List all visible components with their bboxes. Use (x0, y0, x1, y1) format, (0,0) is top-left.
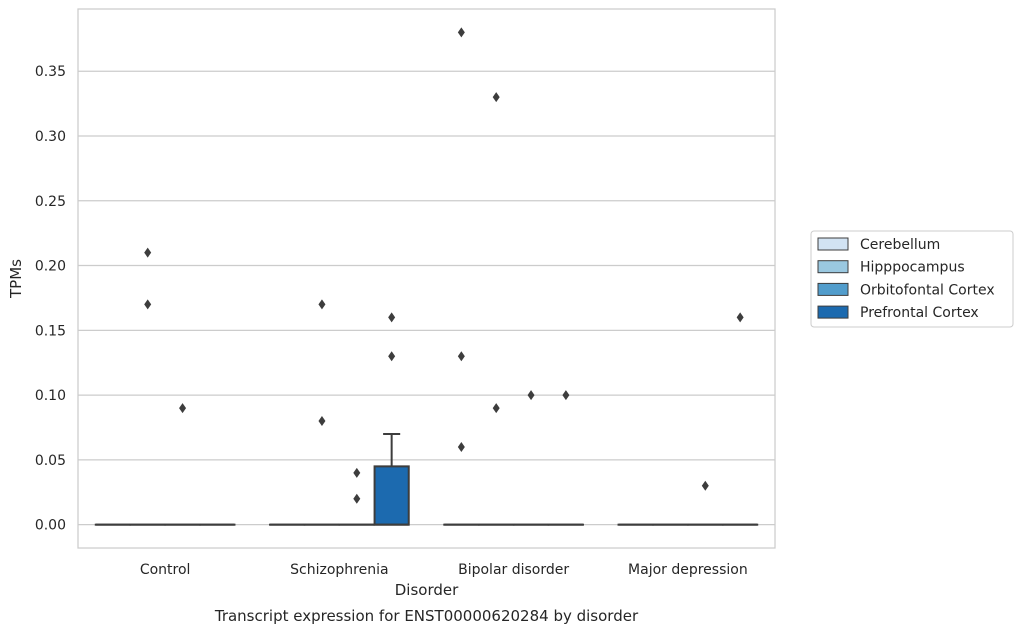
outlier-point (318, 299, 326, 310)
legend-label: Prefrontal Cortex (860, 305, 979, 321)
boxes (94, 432, 759, 526)
y-tick-label: 0.05 (35, 453, 66, 469)
plot-background (78, 9, 775, 548)
legend-frame (810, 230, 1014, 328)
y-tick-label: 0.25 (35, 194, 66, 210)
outlier-point (144, 299, 152, 310)
y-tick-label: 0.35 (35, 64, 66, 80)
legend-label: Hipppocampus (860, 260, 965, 276)
legend-swatch (817, 260, 849, 274)
outlier-point (492, 92, 500, 103)
grid-lines (78, 70, 775, 526)
x-axis-title: Disorder (395, 581, 459, 599)
legend-swatch (817, 282, 849, 296)
y-axis-title: TPMs (7, 259, 25, 299)
x-tick-labels: Control Schizophrenia Bipolar disorder Majo… (140, 562, 748, 578)
y-tick-labels: 0.00 0.05 0.10 0.15 0.20 0.25 0.30 0.35 (35, 64, 66, 533)
legend-swatch (817, 237, 849, 251)
box (373, 465, 410, 526)
outlier-point (179, 403, 187, 414)
y-tick-label: 0.20 (35, 259, 66, 275)
outlier-point (353, 493, 361, 504)
y-tick-label: 0.00 (35, 518, 66, 534)
outlier-point (388, 312, 396, 323)
x-tick-label: Bipolar disorder (458, 562, 569, 578)
outlier-point (457, 27, 465, 38)
y-tick-label: 0.10 (35, 388, 66, 404)
chart-caption: Transcript expression for ENST0000062028… (214, 607, 639, 625)
legend-swatch (817, 305, 849, 319)
legend-label: Orbitofontal Cortex (860, 282, 995, 298)
x-tick-label: Control (140, 562, 191, 578)
legend: Cerebellum Hipppocampus Orbitofontal Corte… (810, 230, 1014, 328)
outlier-point (701, 480, 709, 491)
outlier-point (457, 441, 465, 452)
outlier-point (492, 403, 500, 414)
legend-label: Cerebellum (860, 237, 940, 253)
outlier-point (318, 416, 326, 427)
outlier-point (736, 312, 744, 323)
plot-frame (77, 8, 776, 549)
y-tick-label: 0.15 (35, 323, 66, 339)
outlier-point (388, 351, 396, 362)
y-tick-label: 0.30 (35, 129, 66, 145)
outlier-point (457, 351, 465, 362)
x-tick-label: Schizophrenia (290, 562, 388, 578)
outlier-point (562, 390, 570, 401)
outlier-point (527, 390, 535, 401)
x-tick-label: Major depression (628, 562, 748, 578)
outlier-point (353, 467, 361, 478)
outlier-point (144, 247, 152, 258)
outliers (144, 27, 744, 504)
